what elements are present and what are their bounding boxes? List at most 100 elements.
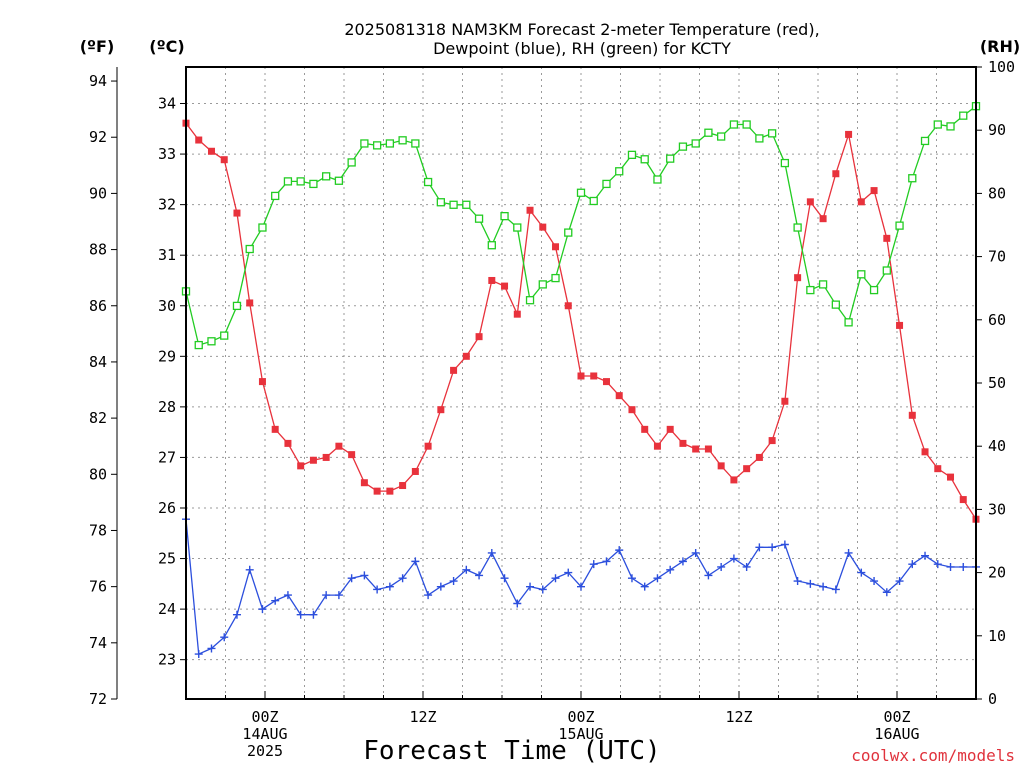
data-point — [296, 177, 305, 186]
data-point — [857, 568, 866, 577]
celsius-tick-label: 27 — [158, 448, 176, 466]
data-point — [908, 174, 917, 183]
data-point — [933, 560, 942, 569]
rh-tick-label: 60 — [988, 311, 1006, 329]
data-point — [717, 462, 725, 470]
data-point — [679, 439, 687, 447]
data-point — [730, 476, 738, 484]
data-point — [691, 139, 700, 148]
data-point — [309, 610, 318, 619]
data-point — [552, 243, 560, 251]
data-point — [322, 453, 330, 461]
fahrenheit-tick-label: 88 — [89, 241, 107, 259]
data-point — [475, 571, 484, 580]
data-point — [627, 574, 636, 583]
data-point — [717, 132, 726, 141]
data-point — [628, 406, 636, 414]
rh-axis-unit: (RH) — [980, 37, 1020, 56]
data-point — [373, 487, 381, 495]
data-point — [195, 136, 203, 144]
time-tick-label: 00Z — [251, 708, 278, 726]
rh-axis: 0 10 20 30 40 50 60 70 80 90 100 — [976, 58, 1015, 708]
fahrenheit-tick-label: 76 — [89, 578, 107, 596]
data-point — [844, 318, 853, 327]
data-point — [385, 139, 395, 148]
data-point — [207, 337, 216, 346]
data-point — [780, 158, 790, 168]
data-point — [232, 610, 241, 619]
data-point — [666, 565, 675, 574]
data-point — [501, 282, 509, 290]
fahrenheit-tick-label: 84 — [89, 353, 107, 371]
data-point — [882, 588, 891, 597]
data-point — [258, 605, 267, 614]
data-point — [857, 270, 866, 279]
data-point — [322, 172, 331, 181]
data-point — [436, 582, 445, 591]
data-point — [245, 565, 254, 574]
data-point — [284, 439, 292, 447]
data-point — [309, 179, 318, 189]
data-point — [615, 546, 624, 555]
data-point — [411, 467, 419, 475]
data-point — [297, 462, 305, 470]
rh-tick-label: 40 — [988, 437, 1006, 455]
data-point — [767, 129, 777, 138]
data-point — [895, 221, 904, 230]
data-point — [704, 445, 712, 453]
data-point — [640, 582, 649, 591]
rh-tick-label: 0 — [988, 690, 997, 708]
data-point — [959, 496, 967, 504]
data-point — [691, 548, 700, 557]
data-point — [615, 392, 623, 400]
data-point — [870, 187, 878, 195]
data-point — [360, 139, 369, 148]
data-point — [207, 147, 215, 155]
data-point — [678, 142, 688, 151]
celsius-tick-label: 34 — [158, 95, 176, 113]
data-point — [831, 300, 840, 309]
data-point — [526, 206, 534, 214]
data-point — [743, 465, 751, 473]
data-point — [781, 397, 789, 405]
chart-title-line1: 2025081318 NAM3KM Forecast 2-meter Tempe… — [344, 20, 819, 39]
data-point — [920, 136, 930, 146]
data-point — [271, 191, 280, 201]
celsius-tick-label: 24 — [158, 600, 176, 618]
data-point — [666, 154, 675, 163]
rh-tick-label: 70 — [988, 248, 1006, 266]
data-point — [666, 425, 674, 433]
data-point — [437, 406, 445, 414]
data-point — [475, 333, 483, 341]
data-point — [385, 582, 394, 591]
data-point — [755, 453, 763, 461]
data-point — [372, 141, 382, 150]
data-point — [908, 560, 917, 569]
data-point — [334, 176, 344, 185]
data-point — [959, 562, 968, 571]
data-point — [347, 158, 356, 167]
data-point — [921, 551, 930, 560]
data-point — [883, 234, 891, 242]
data-point — [564, 568, 573, 577]
data-point — [436, 198, 445, 207]
data-point — [258, 378, 266, 386]
data-point — [271, 425, 279, 433]
time-tick-label: 00Z — [567, 708, 594, 726]
data-point — [577, 582, 585, 591]
data-point — [602, 557, 611, 566]
data-point — [423, 177, 433, 187]
data-point — [283, 177, 293, 186]
data-point — [946, 122, 955, 131]
fahrenheit-tick-label: 78 — [89, 521, 107, 539]
rh-tick-label: 80 — [988, 184, 1006, 202]
data-point — [653, 574, 662, 583]
data-point — [360, 479, 368, 487]
data-point — [474, 214, 484, 223]
x-axis-title: Forecast Time (UTC) — [363, 736, 660, 766]
data-point — [590, 372, 598, 380]
data-point — [246, 299, 254, 307]
data-point — [806, 579, 815, 588]
data-point — [794, 274, 802, 282]
